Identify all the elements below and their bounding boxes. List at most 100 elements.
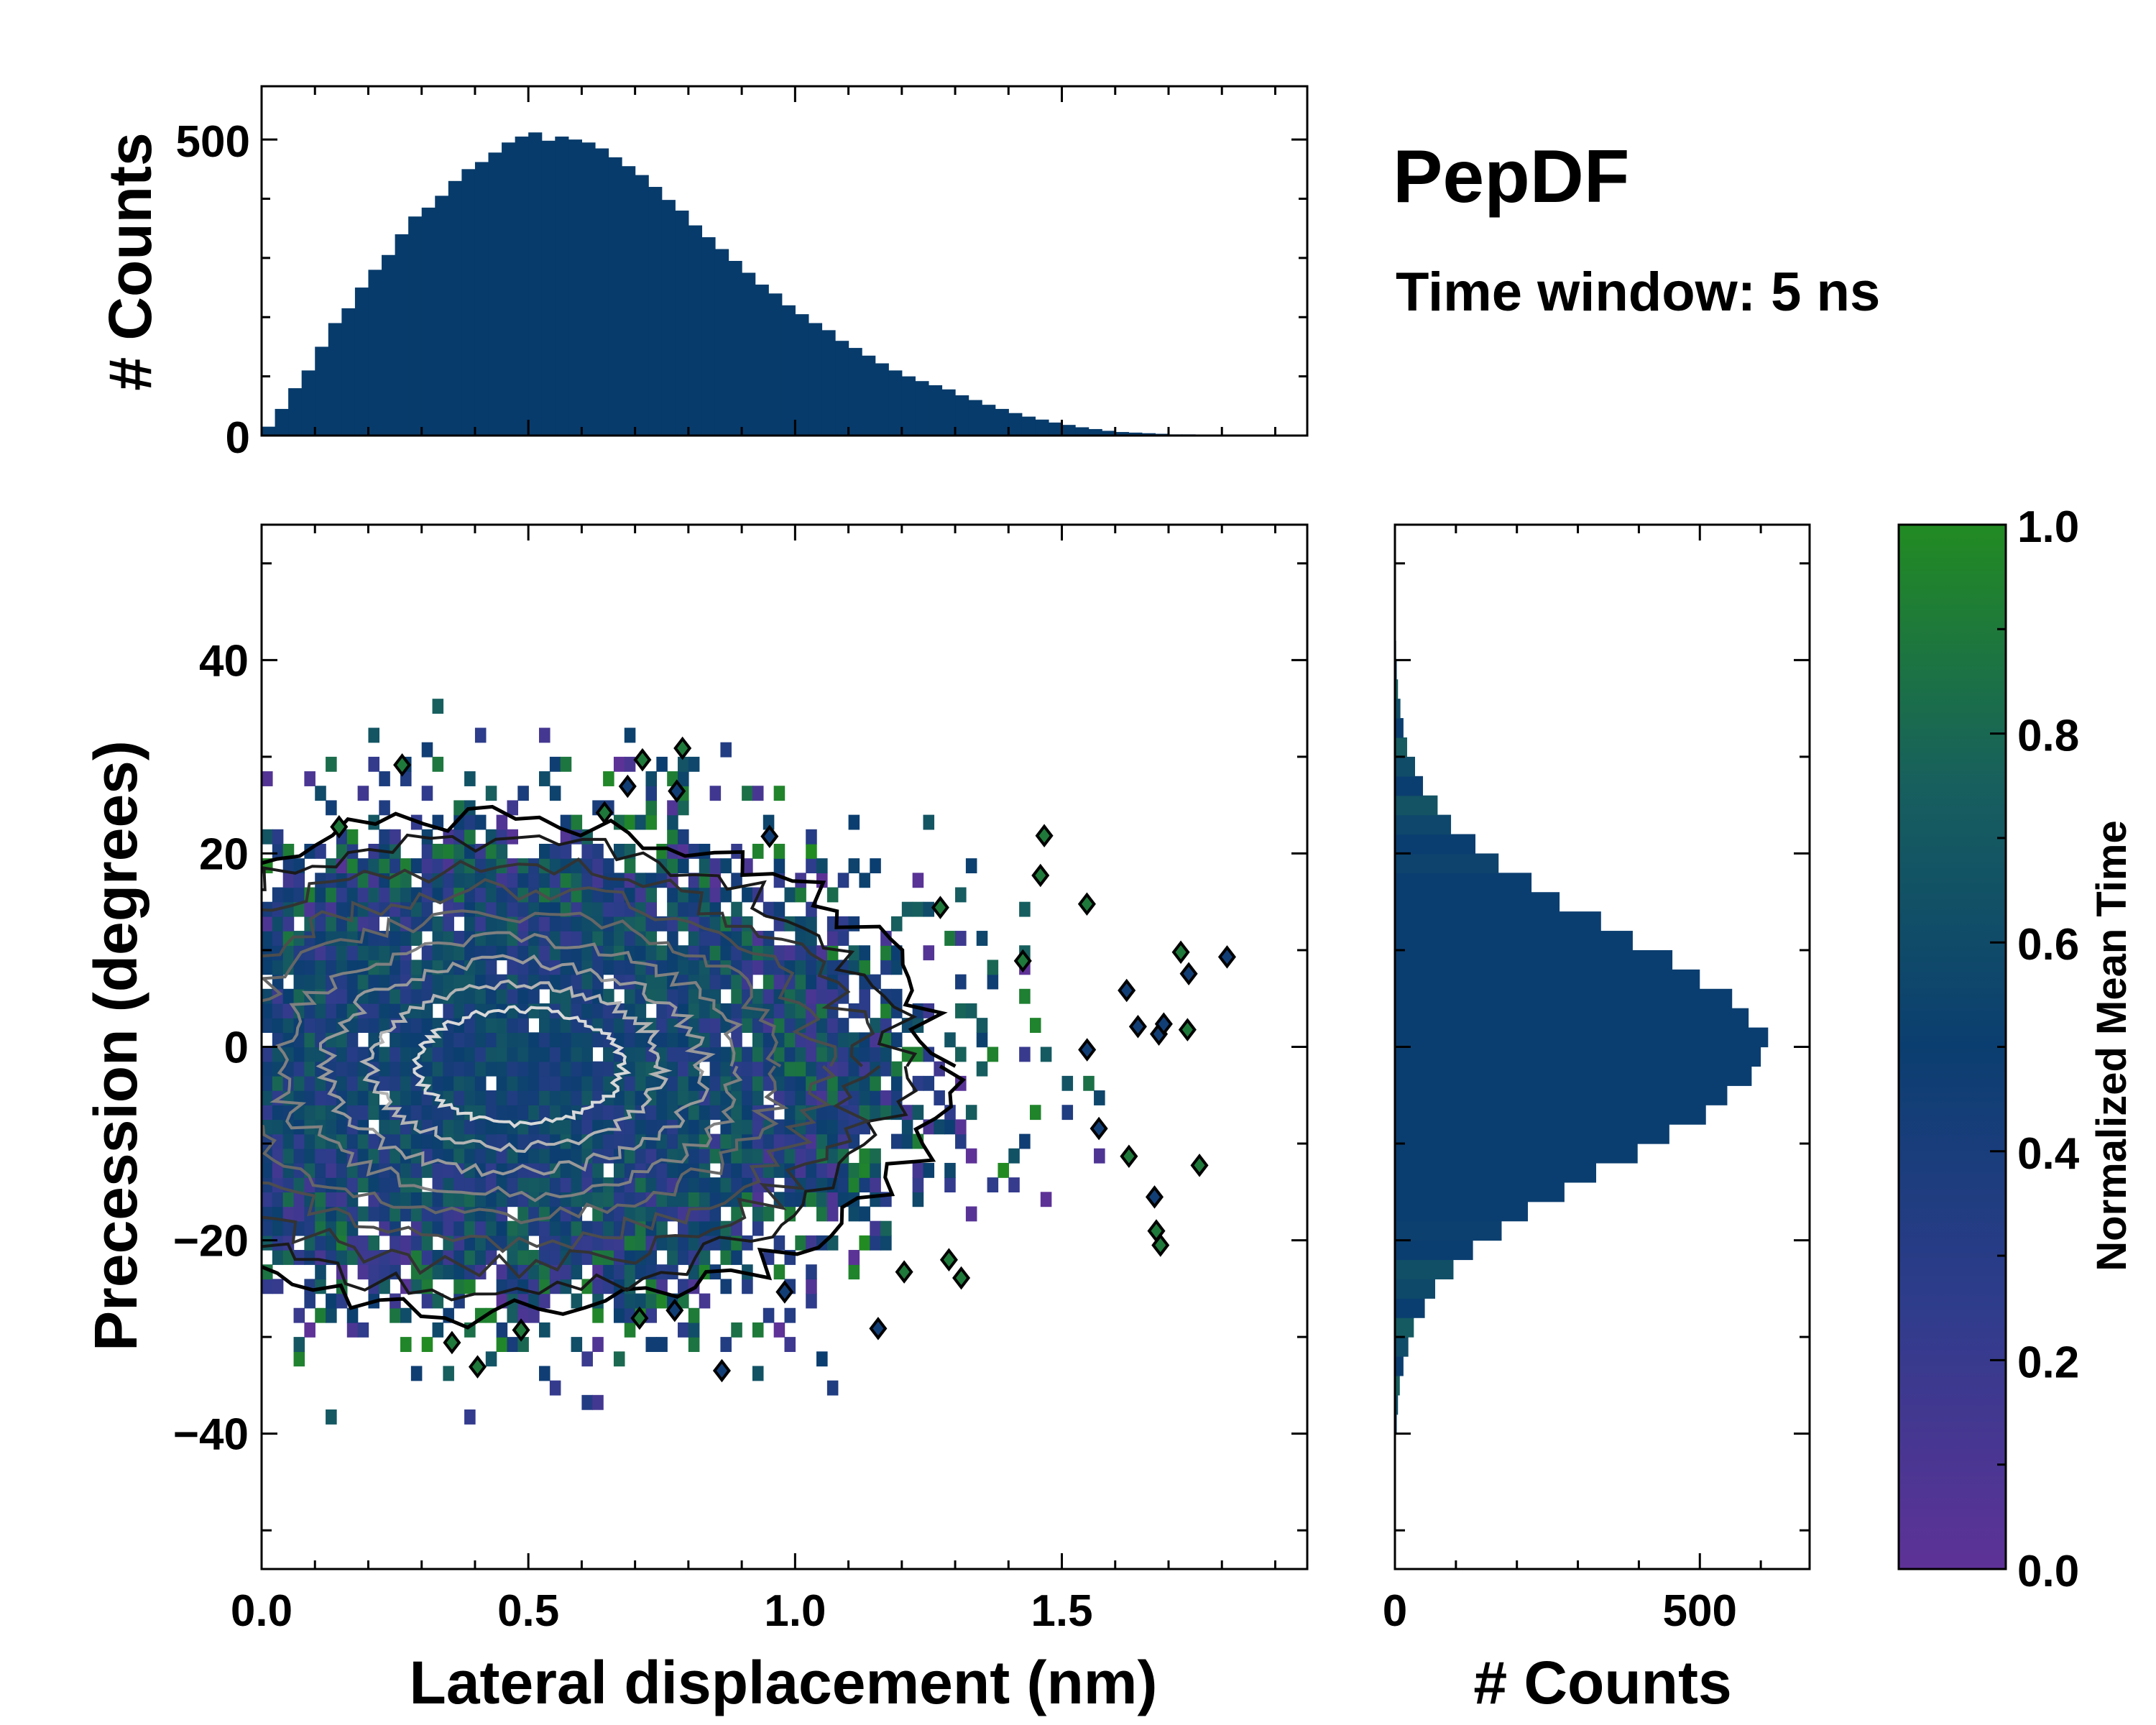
heatmap-cell xyxy=(742,1018,753,1034)
heatmap-cell xyxy=(346,1032,359,1048)
heatmap-cell xyxy=(624,1003,636,1018)
heatmap-cell xyxy=(272,1119,284,1135)
heatmap-cell xyxy=(528,1105,540,1121)
heatmap-cell xyxy=(603,1220,614,1236)
heatmap-cell xyxy=(304,1075,315,1091)
heatmap-cell xyxy=(272,887,284,903)
heatmap-cell xyxy=(474,1046,487,1062)
heatmap-cell xyxy=(539,1018,550,1034)
heatmap-cell xyxy=(304,901,315,917)
x-tick-label: 0 xyxy=(1383,1586,1407,1636)
heatmap-cell xyxy=(826,1148,839,1164)
heatmap-cell xyxy=(784,1018,796,1034)
heatmap-cell xyxy=(688,931,700,946)
heatmap-cell xyxy=(400,1235,412,1251)
heatmap-cell xyxy=(443,945,454,961)
heatmap-cell xyxy=(645,1133,658,1149)
histogram-bar xyxy=(1395,1066,1752,1086)
heatmap-cell xyxy=(474,1090,487,1105)
heatmap-cell xyxy=(656,756,668,772)
heatmap-cell xyxy=(421,1220,433,1236)
heatmap-cell xyxy=(923,1162,935,1178)
heatmap-cell xyxy=(453,1032,465,1048)
histogram-bar xyxy=(1395,1240,1473,1261)
heatmap-cell xyxy=(955,1003,967,1018)
heatmap-cell xyxy=(368,756,380,772)
histogram-bar xyxy=(1395,1317,1414,1338)
heatmap-cell xyxy=(806,858,817,874)
heatmap-cell xyxy=(453,1220,465,1236)
heatmap-cell xyxy=(315,1032,326,1048)
heatmap-cell xyxy=(816,1061,828,1077)
heatmap-cell xyxy=(528,1279,540,1294)
heatmap-cell xyxy=(357,974,369,990)
heatmap-cell xyxy=(443,1046,454,1062)
heatmap-cell xyxy=(315,887,326,903)
heatmap-cell xyxy=(560,873,572,888)
heatmap-cell xyxy=(806,1192,817,1208)
right-histogram-xlabel: # Counts xyxy=(1473,1649,1731,1716)
heatmap-cell xyxy=(443,1090,454,1105)
heatmap-cell xyxy=(443,1061,454,1077)
heatmap-cell xyxy=(400,887,412,903)
heatmap-cell xyxy=(315,1162,326,1178)
heatmap-cell xyxy=(709,1133,722,1149)
histogram-bar xyxy=(808,323,823,436)
outlier-contour xyxy=(1171,940,1190,965)
heatmap-cell xyxy=(752,843,764,859)
heatmap-cell xyxy=(390,1119,401,1135)
heatmap-cell xyxy=(613,1105,625,1121)
heatmap-cell xyxy=(485,887,497,903)
heatmap-cell xyxy=(357,1177,369,1193)
heatmap-cell xyxy=(837,1018,849,1034)
outlier-contour xyxy=(1179,962,1198,986)
heatmap-cell xyxy=(635,887,647,903)
heatmap-cell xyxy=(912,1046,924,1062)
heatmap-cell xyxy=(859,1235,870,1251)
histogram-bar xyxy=(714,249,729,436)
heatmap-cell xyxy=(720,887,732,903)
heatmap-cell xyxy=(507,1177,519,1193)
histogram-bar xyxy=(1395,892,1560,912)
heatmap-cell xyxy=(496,1322,508,1338)
heatmap-cell xyxy=(624,1018,636,1034)
heatmap-cell xyxy=(752,786,764,801)
heatmap-cell xyxy=(453,974,465,990)
heatmap-cell xyxy=(304,1235,315,1251)
heatmap-cell xyxy=(357,1105,369,1121)
histogram-bar xyxy=(354,288,369,436)
heatmap-cell xyxy=(699,931,711,946)
heatmap-cell xyxy=(517,945,529,961)
heatmap-cell xyxy=(571,931,583,946)
heatmap-cell xyxy=(709,1090,722,1105)
heatmap-cell xyxy=(464,945,476,961)
heatmap-cell xyxy=(635,1119,647,1135)
heatmap-cell xyxy=(816,1133,828,1149)
heatmap-cell xyxy=(346,931,359,946)
heatmap-cell xyxy=(890,1061,903,1077)
histogram-bar xyxy=(848,348,862,436)
colorbar-tick-label: 0.6 xyxy=(2017,920,2079,970)
heatmap-cell xyxy=(752,1148,764,1164)
heatmap-cell xyxy=(368,887,380,903)
heatmap-cell xyxy=(667,1018,678,1034)
heatmap-cell xyxy=(432,699,444,714)
outlier-contour xyxy=(1217,945,1236,969)
heatmap-cell xyxy=(1008,1177,1020,1193)
histogram-bar xyxy=(648,187,663,436)
heatmap-cell xyxy=(262,771,273,786)
heatmap-cell xyxy=(752,1206,764,1222)
heatmap-cell xyxy=(432,1264,444,1280)
heatmap-cell xyxy=(581,1061,593,1077)
heatmap-cell xyxy=(282,1119,295,1135)
histogram-bar xyxy=(1395,853,1499,873)
heatmap-cell xyxy=(837,1032,849,1048)
heatmap-cell xyxy=(848,1264,860,1280)
heatmap-cell xyxy=(731,1177,742,1193)
x-tick-label: 0.5 xyxy=(497,1586,559,1636)
x-tick-label: 0.0 xyxy=(231,1586,292,1636)
heatmap-cell xyxy=(613,960,625,975)
heatmap-cell xyxy=(326,1235,337,1251)
heatmap-cell xyxy=(571,1090,583,1105)
heatmap-cell xyxy=(773,1235,786,1251)
